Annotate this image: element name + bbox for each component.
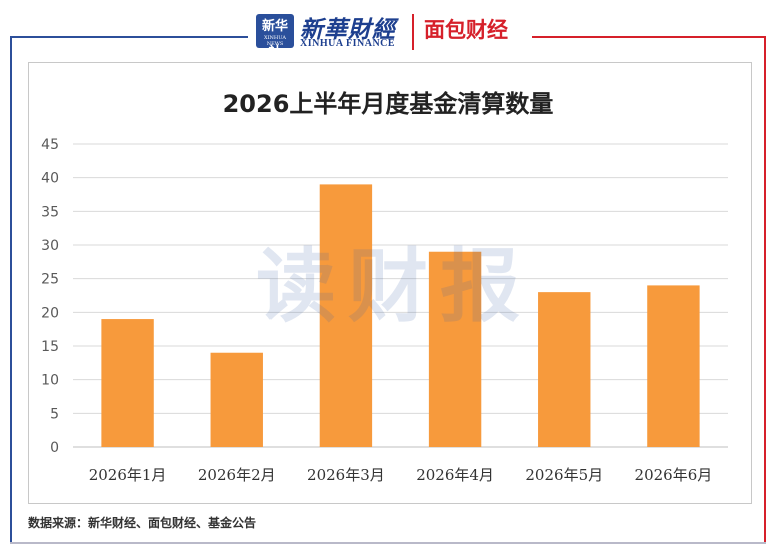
frame-bottom-border [10, 542, 766, 544]
bar [647, 285, 700, 447]
bar [319, 184, 373, 447]
x-tick-label: 2026年2月 [198, 466, 276, 484]
y-tick-label: 30 [41, 238, 59, 254]
header-rule-right [532, 36, 766, 38]
bar [101, 319, 154, 447]
xinhua-finance-subtitle: XINHUA FINANCE [300, 38, 396, 49]
x-tick-label: 2026年4月 [416, 466, 494, 484]
frame-left-border [10, 36, 12, 544]
x-tick-label: 2026年1月 [89, 466, 167, 484]
xinhua-logo-sub: XINHUA NEWS [264, 35, 286, 47]
y-tick-label: 0 [50, 440, 59, 456]
xinhua-logo: 新华社 XINHUA NEWS [256, 14, 294, 60]
x-tick-label: 2026年3月 [307, 466, 385, 484]
xinhua-finance-name: 新華財經 [300, 16, 396, 43]
data-source-note: 数据来源：新华财经、面包财经、基金公告 [28, 516, 257, 530]
y-tick-label: 15 [41, 339, 59, 355]
header-rule-left [10, 36, 248, 38]
bar [210, 352, 263, 447]
y-tick-label: 5 [50, 406, 59, 422]
y-tick-label: 10 [41, 373, 59, 389]
mianbao-finance-logo: 面包财经 [424, 18, 508, 42]
y-tick-label: 20 [41, 305, 59, 321]
xinhua-logo-text: 新华社 [261, 19, 288, 60]
y-tick-label: 40 [41, 171, 59, 187]
y-tick-label: 25 [41, 272, 59, 288]
bar [538, 292, 591, 447]
x-tick-label: 2026年6月 [635, 466, 713, 484]
frame-right-border [764, 36, 766, 544]
x-tick-label: 2026年5月 [525, 466, 603, 484]
y-tick-label: 45 [41, 137, 59, 153]
bar [428, 251, 482, 447]
header-separator [412, 14, 414, 50]
chart-title: 2026上半年月度基金清算数量 [222, 90, 554, 118]
y-tick-label: 35 [41, 204, 59, 220]
